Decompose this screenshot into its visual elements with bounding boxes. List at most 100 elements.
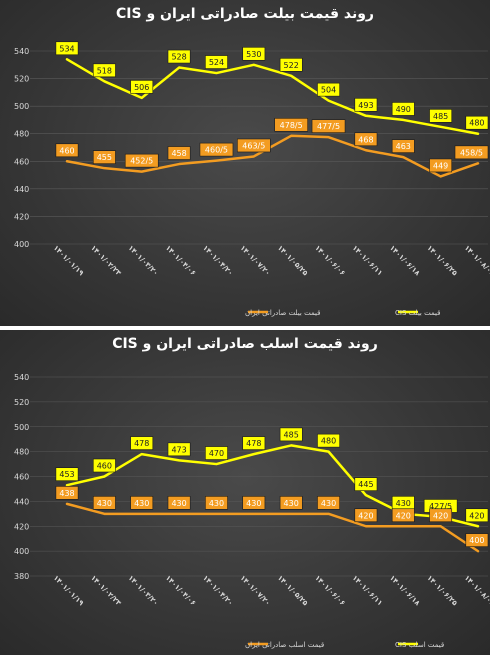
data-label: 430	[167, 496, 191, 510]
legend-label-cis: قیمت بیلت CIS	[395, 309, 441, 317]
data-label-text: 480	[469, 119, 484, 128]
legend-label-iran: قیمت اسلب صادراتی ایران	[245, 641, 324, 649]
data-label-box	[311, 119, 346, 133]
data-label-text: 477/5	[317, 122, 340, 131]
data-label: 458/5	[454, 145, 489, 160]
data-label-text: 530	[246, 50, 261, 59]
x-tick-label: ۱۴۰۱/۰۶/۱۸	[388, 574, 422, 608]
data-label-text: 430	[134, 499, 149, 508]
data-label: 478/5	[274, 117, 308, 132]
data-label-text: 485	[433, 112, 448, 121]
data-label: 445	[354, 477, 378, 491]
data-label-box	[92, 458, 116, 473]
data-label-box	[429, 158, 453, 173]
y-tick-label: 500	[14, 102, 29, 111]
data-label-text: 506	[134, 83, 149, 92]
y-tick-label: 540	[14, 373, 29, 382]
data-label: 478	[130, 436, 154, 450]
x-tick-label: ۱۴۰۱/۰۷/۲۰	[239, 244, 272, 277]
x-tick-label: ۱۴۰۱/۰۴/۲۰	[201, 244, 234, 277]
data-label-box	[55, 143, 79, 158]
data-label: 524	[205, 55, 228, 69]
data-label: 470	[205, 446, 228, 460]
data-label-box	[429, 109, 453, 123]
x-tick-label: ۱۴۰۱/۰۴/۰۶	[164, 574, 197, 607]
data-label-text: 493	[358, 101, 373, 110]
x-tick-label: ۱۴۰۱/۰۶/۲۵	[425, 244, 459, 278]
data-label-box	[317, 82, 340, 97]
data-label: 430	[92, 496, 116, 510]
x-tick-label: ۱۴۰۱/۰۳/۲۰	[126, 574, 159, 607]
x-tick-label: ۱۴۰۱/۰۱/۱۹	[52, 574, 86, 608]
x-tick-label: ۱۴۰۱/۰۳/۲۰	[126, 244, 159, 277]
data-label-box	[55, 41, 79, 56]
x-tick-label: ۱۴۰۱/۰۴/۲۰	[201, 574, 234, 607]
data-label: 420	[354, 508, 378, 523]
x-tick-label: ۱۴۰۱/۰۶/۰۶	[313, 574, 346, 607]
data-label: 518	[92, 63, 116, 78]
data-label-text: 524	[209, 58, 224, 67]
data-label-box	[317, 433, 340, 448]
data-label-text: 460	[97, 462, 112, 471]
data-label-box	[391, 139, 415, 153]
data-label-box	[317, 496, 340, 510]
data-label-box	[354, 132, 378, 147]
y-tick-label: 400	[14, 547, 29, 556]
data-label: 420	[429, 508, 453, 523]
data-label-text: 430	[97, 499, 112, 508]
x-tick-label: ۱۴۰۱/۰۲/۲۳	[89, 244, 123, 278]
data-label-text: 452/5	[130, 157, 153, 166]
data-label: 458	[167, 146, 191, 160]
data-label: 420	[391, 508, 415, 523]
data-label-text: 534	[59, 44, 74, 53]
data-label: 455	[92, 150, 116, 164]
x-tick-label: ۱۴۰۱/۰۵/۲۵	[276, 574, 310, 608]
data-label-box	[279, 427, 303, 442]
data-label: 430	[242, 496, 266, 510]
data-label-text: 463	[396, 142, 411, 151]
data-label: 473	[167, 442, 191, 457]
x-tick-label: ۱۴۰۱/۰۶/۱۱	[351, 574, 384, 607]
data-label: 460	[92, 458, 116, 473]
data-label: 480	[317, 433, 340, 448]
data-label: 449	[429, 158, 453, 173]
data-label-text: 458	[171, 149, 186, 158]
data-label: 463/5	[237, 138, 271, 153]
data-label-text: 458/5	[460, 148, 483, 157]
data-label-text: 504	[321, 86, 336, 95]
data-label: 453	[55, 467, 79, 482]
data-label-text: 468	[358, 135, 373, 144]
data-label-box	[167, 496, 191, 510]
series-line-iran	[65, 502, 480, 553]
data-label: 493	[354, 97, 378, 112]
data-label-box	[279, 496, 303, 510]
x-tick-label: ۱۴۰۱/۰۷/۲۰	[239, 574, 272, 607]
data-label-box	[130, 436, 154, 450]
data-label: 478	[242, 436, 266, 450]
x-tick-label: ۱۴۰۱/۰۶/۲۵	[425, 574, 459, 608]
y-tick-label: 400	[14, 240, 29, 249]
data-label-box	[167, 49, 191, 64]
data-label-box	[130, 496, 154, 510]
y-tick-label: 520	[14, 75, 29, 84]
slab-chart-panel: روند قیمت اسلب صادراتی ایران و CIS 380 40…	[0, 330, 490, 655]
data-label-text: 430	[321, 499, 336, 508]
data-label: 468	[354, 132, 378, 147]
data-label: 460	[55, 143, 79, 158]
data-label-box	[391, 508, 415, 523]
data-label: 430	[279, 496, 303, 510]
y-tick-label: 480	[14, 130, 29, 139]
data-label-text: 460/5	[205, 146, 228, 155]
data-label-box	[124, 153, 159, 168]
data-label: 504	[317, 82, 340, 97]
data-label-text: 430	[246, 499, 261, 508]
data-label-text: 522	[284, 61, 299, 70]
data-label-box	[279, 58, 303, 72]
data-label-box	[205, 55, 228, 69]
y-tick-label: 380	[14, 572, 29, 581]
data-label-text: 445	[358, 480, 373, 489]
data-label-text: 473	[171, 445, 186, 454]
y-tick-label: 440	[14, 497, 29, 506]
y-tick-label: 420	[14, 212, 29, 221]
